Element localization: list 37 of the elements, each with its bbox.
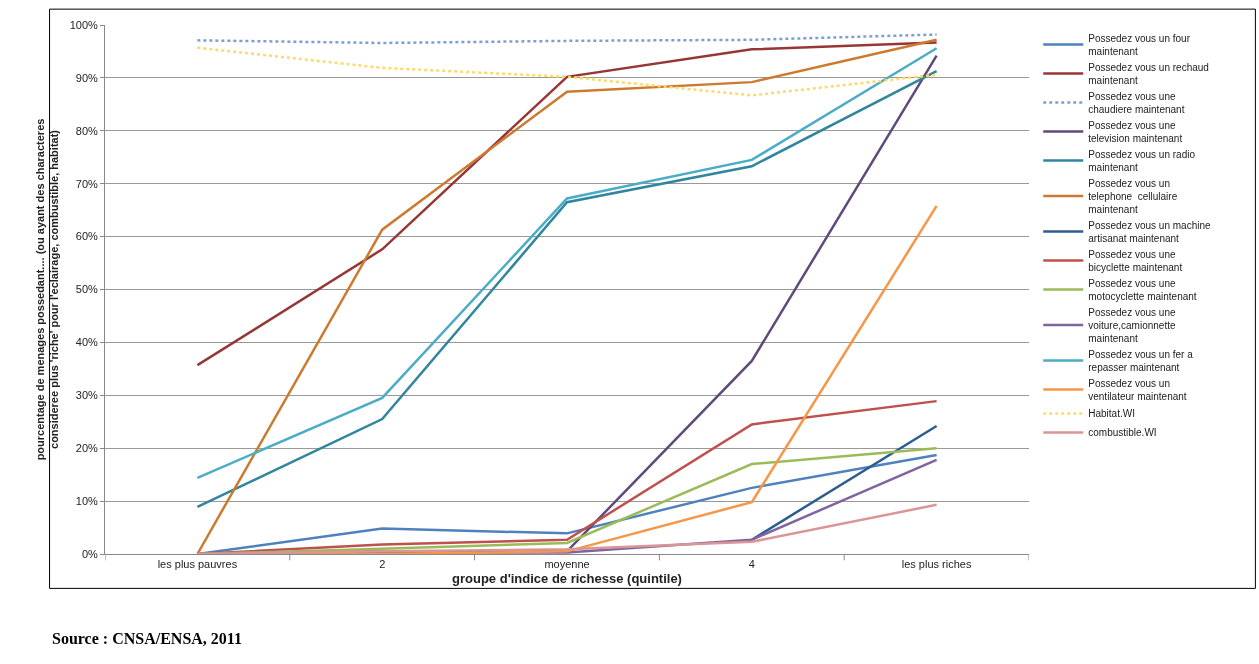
legend-label: Possedez vous un radio maintenant [1088, 148, 1196, 173]
legend-label: Possedez vous un telephone cellulaire maintenant [1088, 177, 1178, 215]
legend-label: Habitat.WI [1088, 408, 1135, 420]
y-tick-label: 40% [75, 336, 98, 349]
legend-label: Possedez vous une television maintenant [1088, 119, 1183, 144]
source-note: Source : CNSA/ENSA, 2011 [52, 630, 242, 647]
line-series [196, 503, 938, 554]
legend-label: Possedez vous un ventilateur maintenant [1088, 377, 1187, 402]
x-axis-title: groupe d'indice de richesse (quintile) [452, 570, 682, 586]
x-tick-label: les plus riches [901, 558, 972, 571]
legend-label: Possedez vous un rechaud maintenant [1088, 61, 1209, 86]
y-tick-label: 80% [75, 124, 98, 137]
legend-label: Possedez vous une bicyclette maintenant [1088, 248, 1183, 273]
x-tick-label: les plus pauvres [157, 558, 238, 571]
line-series [196, 33, 938, 45]
y-tick-label: 0% [81, 547, 99, 560]
legend-label: combustible.WI [1088, 427, 1157, 439]
y-axis-title: pourcentage de menages possedant.... (ou ayant des characteres consideree plus 'riche' pour l'eclairage, combustible, habitat) [34, 118, 61, 461]
y-tick-label: 30% [75, 389, 98, 402]
x-tick-label: 4 [748, 558, 755, 571]
x-tick-label: moyenne [544, 558, 590, 571]
y-tick-label: 90% [75, 71, 98, 84]
y-tick-label: 100% [69, 18, 99, 31]
y-tick-label: 70% [75, 177, 98, 190]
legend-label: Possedez vous un fer a repasser maintenant [1088, 348, 1194, 373]
line-series [196, 41, 938, 367]
legend-label: Possedez vous une voiture,camionnette maintenant [1088, 306, 1176, 344]
legend-label: Possedez vous un four maintenant [1088, 32, 1191, 57]
legend-label: Possedez vous une chaudiere maintenant [1088, 90, 1185, 115]
legend-label: Possedez vous une motocyclette maintenant [1088, 277, 1197, 302]
y-tick-label: 50% [75, 283, 98, 296]
legend-label: Possedez vous un machine artisanat maintenant [1088, 219, 1211, 244]
line-series [196, 46, 938, 97]
y-tick-label: 20% [75, 442, 98, 455]
y-tick-label: 10% [75, 494, 98, 507]
x-tick-label: 2 [379, 558, 386, 571]
y-tick-label: 60% [75, 230, 98, 243]
